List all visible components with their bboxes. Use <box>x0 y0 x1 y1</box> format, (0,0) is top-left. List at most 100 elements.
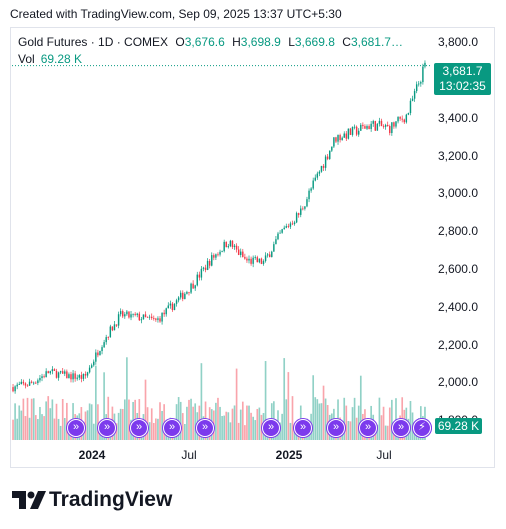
legend-open: 3,676.6 <box>184 35 225 49</box>
y-tick-label: 3,200.0 <box>437 148 478 163</box>
candle-body <box>130 314 132 318</box>
candle-body <box>235 245 238 250</box>
candle-body <box>297 213 300 215</box>
lightning-icon[interactable]: ⚡ <box>413 419 431 437</box>
volume-bar <box>103 372 105 440</box>
y-tick-label: 2,800.0 <box>437 224 478 239</box>
dividend-icon[interactable]: » <box>163 419 181 437</box>
candle-body <box>384 124 387 127</box>
candle-body <box>99 351 101 356</box>
dividend-icon[interactable]: » <box>294 419 312 437</box>
candle-body <box>155 318 157 320</box>
candle-body <box>368 126 370 129</box>
y-tick-label: 2,000.0 <box>437 375 478 390</box>
volume-bar <box>39 406 41 440</box>
candle-body <box>138 313 141 321</box>
volume-bar <box>233 405 236 440</box>
candle-body <box>28 381 31 386</box>
candle-body <box>68 374 70 379</box>
candle-body <box>47 371 49 374</box>
volume-bar <box>347 421 350 440</box>
volume-bar <box>200 363 203 440</box>
candle-body <box>157 318 159 320</box>
candle-body <box>144 314 147 317</box>
volume-bar <box>184 424 186 440</box>
candle-body <box>289 223 292 227</box>
volume-bar <box>237 422 240 440</box>
candle-body <box>49 371 52 374</box>
volume-bar <box>285 399 288 440</box>
candle-body <box>134 313 136 315</box>
volume-bar <box>281 413 283 440</box>
candle-body <box>43 376 45 378</box>
candle-body <box>196 274 198 286</box>
candle-body <box>281 229 283 233</box>
volume-bar <box>20 410 23 440</box>
candle-body <box>355 126 358 135</box>
candle-body <box>418 83 420 85</box>
volume-bar <box>380 415 383 440</box>
volume-bar <box>157 418 159 440</box>
last-price: 3,681.7 <box>442 64 483 78</box>
volume-bar <box>148 422 151 440</box>
candle-body <box>184 293 186 300</box>
dividend-icon[interactable]: » <box>327 419 345 437</box>
volume-bar <box>391 399 393 440</box>
candle-body <box>198 274 201 278</box>
candle-body <box>316 173 319 178</box>
chart-frame[interactable] <box>10 27 495 468</box>
volume-bar <box>188 399 190 440</box>
candle-body <box>179 292 182 298</box>
candle-body <box>111 326 114 331</box>
volume-bar <box>86 410 89 440</box>
volume-bar <box>59 425 62 440</box>
volume-bar <box>241 401 244 440</box>
dividend-icon[interactable]: » <box>196 419 214 437</box>
candle-body <box>93 361 95 366</box>
candle-body <box>374 121 377 131</box>
volume-bar <box>401 397 404 440</box>
dividend-icon[interactable]: » <box>262 419 280 437</box>
volume-bar <box>409 400 412 440</box>
candle-body <box>132 313 134 315</box>
volume-bar <box>14 403 16 440</box>
candle-body <box>55 370 58 378</box>
candle-body <box>424 62 426 67</box>
volume-bar <box>43 416 45 440</box>
volume-bar <box>384 425 387 440</box>
candle-body <box>252 257 254 264</box>
legend-vol-label: Vol <box>18 52 35 66</box>
dividend-icon[interactable]: » <box>130 419 148 437</box>
candle-body <box>51 369 54 372</box>
dividend-icon[interactable]: » <box>98 419 116 437</box>
dividend-icon[interactable]: » <box>67 419 85 437</box>
candle-body <box>159 318 161 322</box>
volume-bar <box>144 379 147 440</box>
volume-bar <box>66 402 68 440</box>
candle-body <box>217 254 219 256</box>
legend-low: 3,669.8 <box>294 35 335 49</box>
volume-bar <box>355 417 358 440</box>
candle-body <box>341 137 343 141</box>
dividend-icon[interactable]: » <box>392 419 410 437</box>
volume-bar <box>349 421 352 440</box>
candle-body <box>275 239 277 245</box>
candle-body <box>39 377 41 381</box>
candle-body <box>161 312 163 322</box>
candle-body <box>200 268 203 278</box>
volume-bar <box>223 415 226 440</box>
candle-body <box>215 254 217 258</box>
candle-body <box>76 377 78 379</box>
volume-bar <box>26 397 29 440</box>
candle-body <box>287 226 290 227</box>
candle-body <box>171 303 174 311</box>
candle-body <box>405 114 408 123</box>
candle-body <box>409 100 412 114</box>
dividend-icon[interactable]: » <box>359 419 377 437</box>
x-tick-jul-2025: Jul <box>376 448 392 462</box>
volume-bar <box>258 407 261 440</box>
volume-bar <box>388 407 391 440</box>
candle-body <box>12 387 14 392</box>
candle-body <box>26 385 29 387</box>
